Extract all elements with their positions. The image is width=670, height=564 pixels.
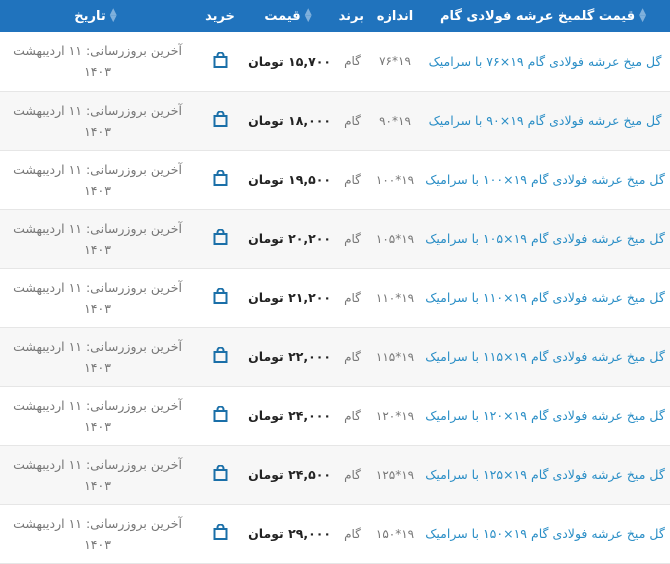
price-cell: ۲۴,۵۰۰ تومان	[248, 467, 331, 482]
size-cell: ۱۹*۷۶	[379, 54, 411, 69]
brand-cell: گام	[344, 349, 361, 364]
table-row: گل میخ عرشه فولادی گام ۱۹×۱۱۰ با سرامیک ۱…	[0, 268, 670, 327]
brand-cell: گام	[344, 526, 361, 541]
brand-cell: گام	[344, 54, 361, 69]
price-cell: ۲۱,۲۰۰ تومان	[248, 290, 331, 305]
shopping-bag-icon[interactable]	[213, 465, 228, 484]
table-row: گل میخ عرشه فولادی گام ۱۹×۱۲۵ با سرامیک ۱…	[0, 445, 670, 504]
date-cell: آخرین بروزرسانی: ۱۱ اردیبهشت ۱۴۰۳	[13, 220, 182, 257]
product-name-cell: گل میخ عرشه فولادی گام ۱۹×۱۱۵ با سرامیک	[420, 327, 670, 386]
product-link[interactable]: گل میخ عرشه فولادی گام ۱۹×۹۰ با سرامیک	[428, 113, 662, 128]
buy-cell	[195, 504, 245, 563]
table-header: ▲ ▼قیمت گلمیخ عرشه فولادی گام اندازه برند…	[0, 0, 670, 32]
size-cell: ۱۹*۱۱۰	[375, 290, 415, 305]
buy-cell	[195, 32, 245, 91]
price-cell: ۱۸,۰۰۰ تومان	[248, 113, 331, 128]
size-cell: ۱۹*۱۰۰	[375, 172, 415, 187]
column-header-size[interactable]: اندازه	[370, 0, 420, 32]
product-name-cell: گل میخ عرشه فولادی گام ۱۹×۱۲۰ با سرامیک	[420, 386, 670, 445]
buy-cell	[195, 150, 245, 209]
buy-cell	[195, 91, 245, 150]
product-name-cell: گل میخ عرشه فولادی گام ۱۹×۱۵۰ با سرامیک	[420, 504, 670, 563]
product-link[interactable]: گل میخ عرشه فولادی گام ۱۹×۱۱۰ با سرامیک	[425, 290, 665, 305]
column-header-date[interactable]: ▲ ▼تاریخ	[0, 0, 195, 32]
buy-cell	[195, 209, 245, 268]
column-header-name[interactable]: ▲ ▼قیمت گلمیخ عرشه فولادی گام	[420, 0, 670, 32]
shopping-bag-icon[interactable]	[213, 51, 228, 71]
table-row: گل میخ عرشه فولادی گام ۱۹×۱۵۰ با سرامیک ۱…	[0, 504, 670, 563]
product-link[interactable]: گل میخ عرشه فولادی گام ۱۹×۱۰۵ با سرامیک	[425, 231, 665, 246]
brand-cell: گام	[344, 290, 361, 305]
shopping-bag-icon[interactable]	[213, 406, 228, 425]
price-cell: ۲۲,۰۰۰ تومان	[248, 349, 331, 364]
table-row: گل میخ عرشه فولادی گام ۱۹×۹۰ با سرامیک ۱۹…	[0, 91, 670, 150]
product-name-cell: گل میخ عرشه فولادی گام ۱۹×۱۱۰ با سرامیک	[420, 268, 670, 327]
size-cell: ۱۹*۱۲۵	[375, 467, 415, 482]
product-link[interactable]: گل میخ عرشه فولادی گام ۱۹×۱۱۵ با سرامیک	[425, 349, 665, 364]
product-link[interactable]: گل میخ عرشه فولادی گام ۱۹×۱۵۰ با سرامیک	[425, 526, 665, 541]
shopping-bag-icon[interactable]	[213, 288, 228, 307]
brand-cell: گام	[344, 231, 361, 246]
product-link[interactable]: گل میخ عرشه فولادی گام ۱۹×۱۲۰ با سرامیک	[425, 408, 665, 423]
price-cell: ۱۹,۵۰۰ تومان	[248, 172, 331, 187]
size-cell: ۱۹*۱۰۵	[375, 231, 415, 246]
product-name-cell: گل میخ عرشه فولادی گام ۱۹×۱۰۵ با سرامیک	[420, 209, 670, 268]
shopping-bag-icon[interactable]	[213, 229, 228, 248]
column-header-price[interactable]: ▲ ▼قیمت	[245, 0, 335, 32]
date-cell: آخرین بروزرسانی: ۱۱ اردیبهشت ۱۴۰۳	[13, 515, 182, 552]
column-header-brand[interactable]: برند	[335, 0, 370, 32]
sort-icon: ▲ ▼	[639, 7, 647, 24]
product-link[interactable]: گل میخ عرشه فولادی گام ۱۹×۱۲۵ با سرامیک	[425, 467, 665, 482]
sort-icon: ▲ ▼	[109, 7, 117, 24]
date-cell: آخرین بروزرسانی: ۱۱ اردیبهشت ۱۴۰۳	[13, 43, 182, 80]
price-cell: ۱۵,۷۰۰ تومان	[248, 53, 331, 69]
shopping-bag-icon[interactable]	[213, 111, 228, 130]
table-row: گل میخ عرشه فولادی گام ۱۹×۱۰۰ با سرامیک ۱…	[0, 150, 670, 209]
size-cell: ۱۹*۹۰	[379, 113, 411, 128]
product-name-cell: گل میخ عرشه فولادی گام ۱۹×۷۶ با سرامیک	[420, 32, 670, 91]
date-cell: آخرین بروزرسانی: ۱۱ اردیبهشت ۱۴۰۳	[13, 397, 182, 434]
brand-cell: گام	[344, 408, 361, 423]
shopping-bag-icon[interactable]	[213, 347, 228, 366]
size-cell: ۱۹*۱۱۵	[375, 349, 415, 364]
table-row: گل میخ عرشه فولادی گام ۱۹×۷۶ با سرامیک ۱۹…	[0, 32, 670, 91]
price-cell: ۲۰,۲۰۰ تومان	[248, 231, 331, 246]
product-name-cell: گل میخ عرشه فولادی گام ۱۹×۱۰۰ با سرامیک	[420, 150, 670, 209]
product-name-cell: گل میخ عرشه فولادی گام ۱۹×۹۰ با سرامیک	[420, 91, 670, 150]
shopping-bag-icon[interactable]	[213, 524, 228, 543]
date-cell: آخرین بروزرسانی: ۱۱ اردیبهشت ۱۴۰۳	[13, 456, 182, 493]
product-link[interactable]: گل میخ عرشه فولادی گام ۱۹×۷۶ با سرامیک	[428, 53, 662, 69]
buy-cell	[195, 445, 245, 504]
buy-cell	[195, 386, 245, 445]
product-name-cell: گل میخ عرشه فولادی گام ۱۹×۱۲۵ با سرامیک	[420, 445, 670, 504]
table-row: گل میخ عرشه فولادی گام ۱۹×۱۱۵ با سرامیک ۱…	[0, 327, 670, 386]
brand-cell: گام	[344, 467, 361, 482]
table-row: گل میخ عرشه فولادی گام ۱۹×۱۲۰ با سرامیک ۱…	[0, 386, 670, 445]
size-cell: ۱۹*۱۲۰	[375, 408, 415, 423]
size-cell: ۱۹*۱۵۰	[375, 526, 415, 541]
date-cell: آخرین بروزرسانی: ۱۱ اردیبهشت ۱۴۰۳	[13, 161, 182, 198]
date-cell: آخرین بروزرسانی: ۱۱ اردیبهشت ۱۴۰۳	[13, 338, 182, 375]
shopping-bag-icon[interactable]	[213, 170, 228, 189]
buy-cell	[195, 327, 245, 386]
sort-icon: ▲ ▼	[304, 7, 312, 24]
date-cell: آخرین بروزرسانی: ۱۱ اردیبهشت ۱۴۰۳	[13, 279, 182, 316]
product-link[interactable]: گل میخ عرشه فولادی گام ۱۹×۱۰۰ با سرامیک	[425, 172, 665, 187]
date-cell: آخرین بروزرسانی: ۱۱ اردیبهشت ۱۴۰۳	[13, 102, 182, 139]
brand-cell: گام	[344, 172, 361, 187]
column-header-buy: خرید	[195, 0, 245, 32]
buy-cell	[195, 268, 245, 327]
price-cell: ۲۹,۰۰۰ تومان	[248, 526, 331, 541]
table-row: گل میخ عرشه فولادی گام ۱۹×۱۰۵ با سرامیک ۱…	[0, 209, 670, 268]
price-cell: ۲۴,۰۰۰ تومان	[248, 408, 331, 423]
brand-cell: گام	[344, 113, 361, 128]
